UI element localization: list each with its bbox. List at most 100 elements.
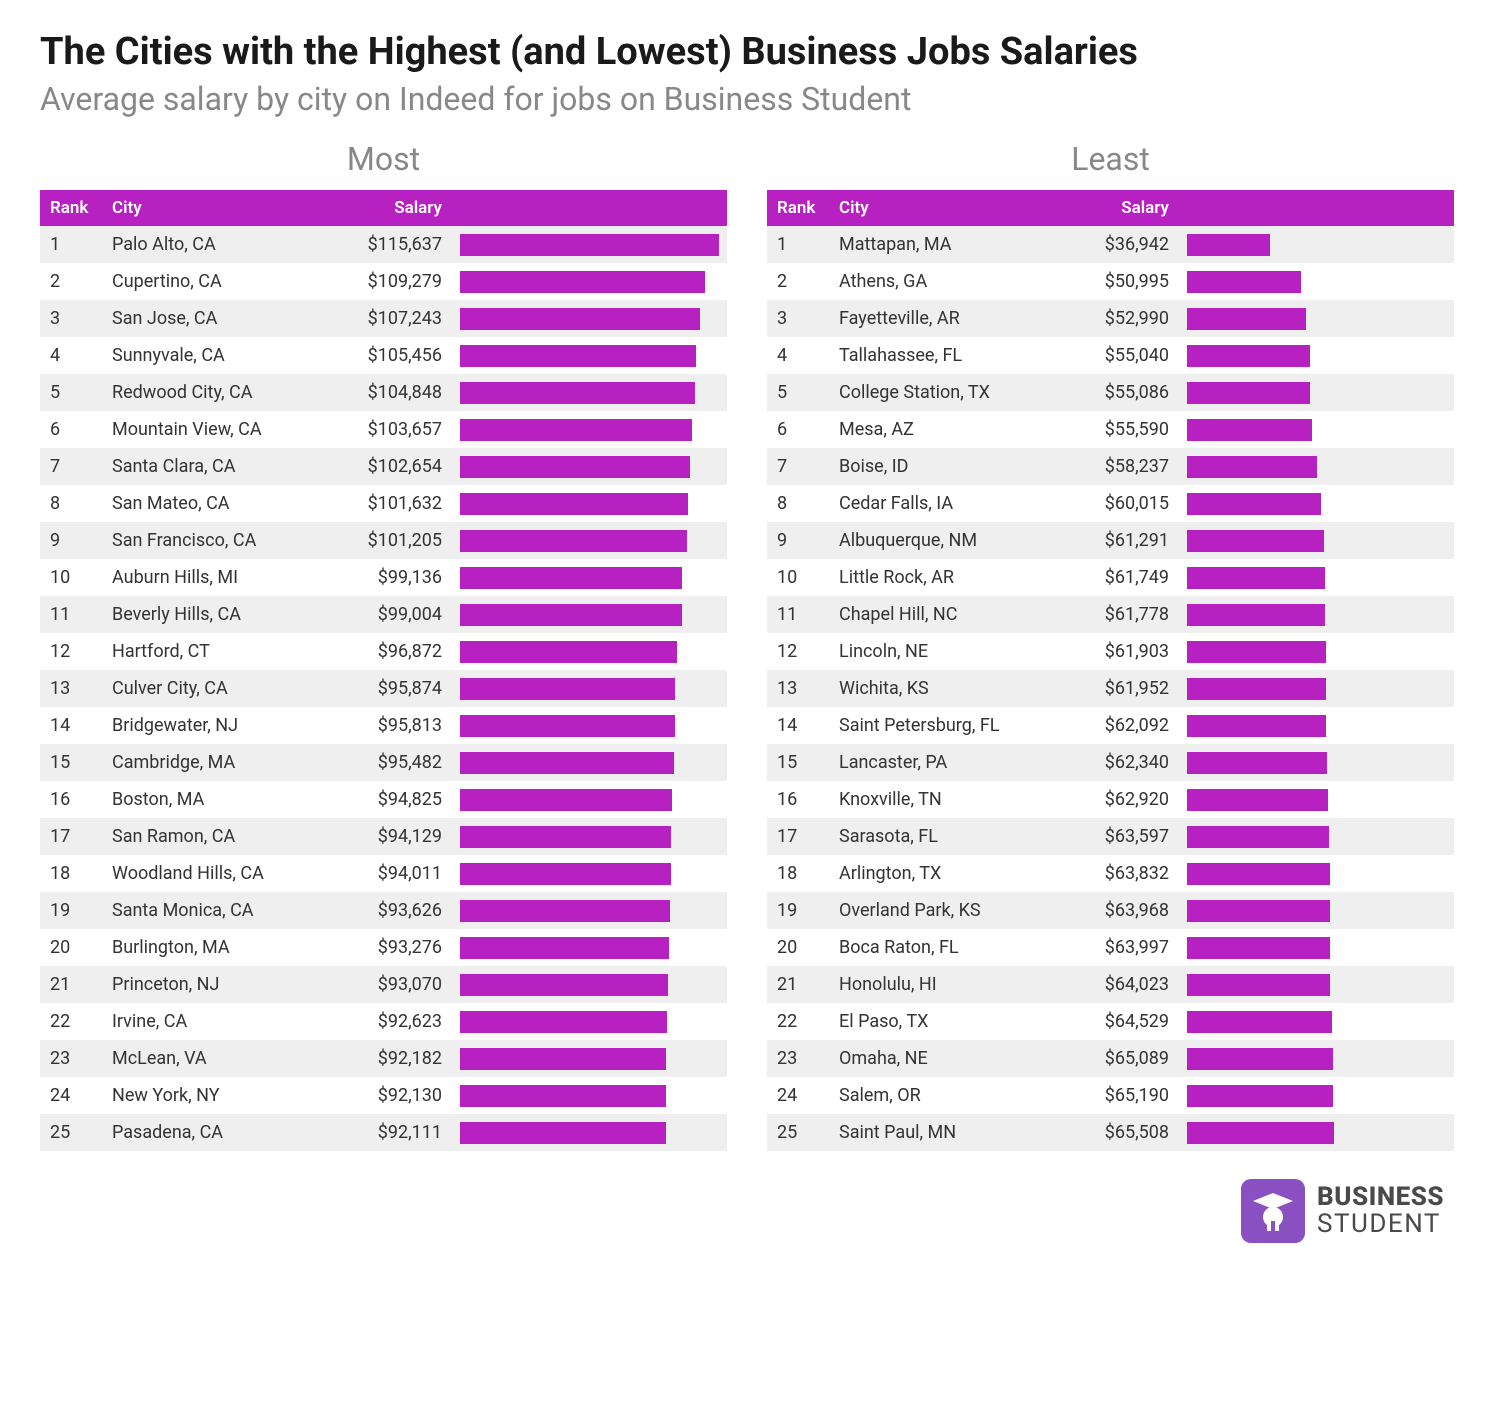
salary-bar <box>1187 937 1330 959</box>
cell-salary: $94,129 <box>332 818 452 855</box>
col-header-salary: Salary <box>332 190 452 226</box>
salary-bar <box>460 271 705 293</box>
cell-rank: 18 <box>767 855 829 892</box>
salary-bar <box>460 1122 666 1144</box>
cell-bar <box>452 522 727 559</box>
page-title: The Cities with the Highest (and Lowest)… <box>40 30 1454 74</box>
cell-salary: $105,456 <box>332 337 452 374</box>
salary-bar <box>460 567 682 589</box>
table-row: 5Redwood City, CA$104,848 <box>40 374 727 411</box>
cell-rank: 6 <box>767 411 829 448</box>
cell-city: Burlington, MA <box>102 929 332 966</box>
cell-city: El Paso, TX <box>829 1003 1059 1040</box>
cell-city: Cupertino, CA <box>102 263 332 300</box>
cell-salary: $55,590 <box>1059 411 1179 448</box>
cell-city: Lincoln, NE <box>829 633 1059 670</box>
cell-bar <box>1179 596 1454 633</box>
cell-salary: $65,190 <box>1059 1077 1179 1114</box>
salary-bar <box>1187 1011 1332 1033</box>
cell-bar <box>452 707 727 744</box>
salary-bar <box>1187 382 1310 404</box>
col-header-city: City <box>829 190 1059 226</box>
cell-rank: 25 <box>40 1114 102 1151</box>
cell-rank: 23 <box>767 1040 829 1077</box>
cell-city: Saint Paul, MN <box>829 1114 1059 1151</box>
table-row: 15Cambridge, MA$95,482 <box>40 744 727 781</box>
table-row: 16Knoxville, TN$62,920 <box>767 781 1454 818</box>
cell-city: New York, NY <box>102 1077 332 1114</box>
salary-bar <box>1187 271 1301 293</box>
table-row: 19Overland Park, KS$63,968 <box>767 892 1454 929</box>
cell-bar <box>1179 966 1454 1003</box>
footer: BUSINESS STUDENT <box>40 1179 1454 1243</box>
cell-salary: $61,291 <box>1059 522 1179 559</box>
cell-bar <box>452 337 727 374</box>
cell-rank: 21 <box>40 966 102 1003</box>
cell-city: Bridgewater, NJ <box>102 707 332 744</box>
table-row: 3Fayetteville, AR$52,990 <box>767 300 1454 337</box>
table-row: 14Saint Petersburg, FL$62,092 <box>767 707 1454 744</box>
cell-bar <box>1179 633 1454 670</box>
salary-bar <box>460 826 671 848</box>
cell-rank: 23 <box>40 1040 102 1077</box>
cell-bar <box>452 929 727 966</box>
cell-salary: $99,136 <box>332 559 452 596</box>
cell-city: Hartford, CT <box>102 633 332 670</box>
cell-salary: $60,015 <box>1059 485 1179 522</box>
salary-bar <box>1187 826 1329 848</box>
brand-logo-text: BUSINESS STUDENT <box>1317 1184 1444 1239</box>
panel-least: Least Rank City Salary 1Mattapan, MA$36,… <box>767 140 1454 1151</box>
table-most: Rank City Salary 1Palo Alto, CA$115,6372… <box>40 190 727 1151</box>
cell-bar <box>452 892 727 929</box>
cell-bar <box>1179 1003 1454 1040</box>
table-row: 5College Station, TX$55,086 <box>767 374 1454 411</box>
cell-city: Wichita, KS <box>829 670 1059 707</box>
salary-bar <box>1187 1122 1334 1144</box>
table-row: 7Boise, ID$58,237 <box>767 448 1454 485</box>
table-row: 25Saint Paul, MN$65,508 <box>767 1114 1454 1151</box>
salary-bar <box>460 234 719 256</box>
cell-city: Princeton, NJ <box>102 966 332 1003</box>
cell-bar <box>1179 300 1454 337</box>
cell-rank: 12 <box>40 633 102 670</box>
cell-rank: 17 <box>767 818 829 855</box>
salary-bar <box>460 937 669 959</box>
table-row: 17Sarasota, FL$63,597 <box>767 818 1454 855</box>
cell-salary: $64,529 <box>1059 1003 1179 1040</box>
table-row: 15Lancaster, PA$62,340 <box>767 744 1454 781</box>
cell-rank: 2 <box>767 263 829 300</box>
cell-salary: $92,623 <box>332 1003 452 1040</box>
cell-salary: $52,990 <box>1059 300 1179 337</box>
table-row: 16Boston, MA$94,825 <box>40 781 727 818</box>
table-row: 18Woodland Hills, CA$94,011 <box>40 855 727 892</box>
cell-bar <box>1179 818 1454 855</box>
cell-rank: 19 <box>767 892 829 929</box>
cell-salary: $107,243 <box>332 300 452 337</box>
table-row: 20Burlington, MA$93,276 <box>40 929 727 966</box>
cell-rank: 3 <box>40 300 102 337</box>
cell-city: Athens, GA <box>829 263 1059 300</box>
cell-bar <box>452 263 727 300</box>
cell-salary: $65,508 <box>1059 1114 1179 1151</box>
cell-bar <box>1179 337 1454 374</box>
table-row: 10Little Rock, AR$61,749 <box>767 559 1454 596</box>
cell-rank: 1 <box>767 226 829 263</box>
cell-city: Auburn Hills, MI <box>102 559 332 596</box>
col-header-rank: Rank <box>40 190 102 226</box>
salary-bar <box>460 493 688 515</box>
cell-bar <box>1179 744 1454 781</box>
salary-bar <box>1187 974 1330 996</box>
salary-bar <box>460 530 687 552</box>
cell-city: Boston, MA <box>102 781 332 818</box>
salary-bar <box>1187 900 1330 922</box>
panel-most-title: Most <box>40 140 727 178</box>
table-header-row: Rank City Salary <box>767 190 1454 226</box>
cell-bar <box>452 1003 727 1040</box>
cell-city: Mountain View, CA <box>102 411 332 448</box>
cell-rank: 13 <box>40 670 102 707</box>
cell-rank: 17 <box>40 818 102 855</box>
cell-city: Overland Park, KS <box>829 892 1059 929</box>
cell-city: Irvine, CA <box>102 1003 332 1040</box>
cell-bar <box>1179 522 1454 559</box>
cell-bar <box>452 670 727 707</box>
